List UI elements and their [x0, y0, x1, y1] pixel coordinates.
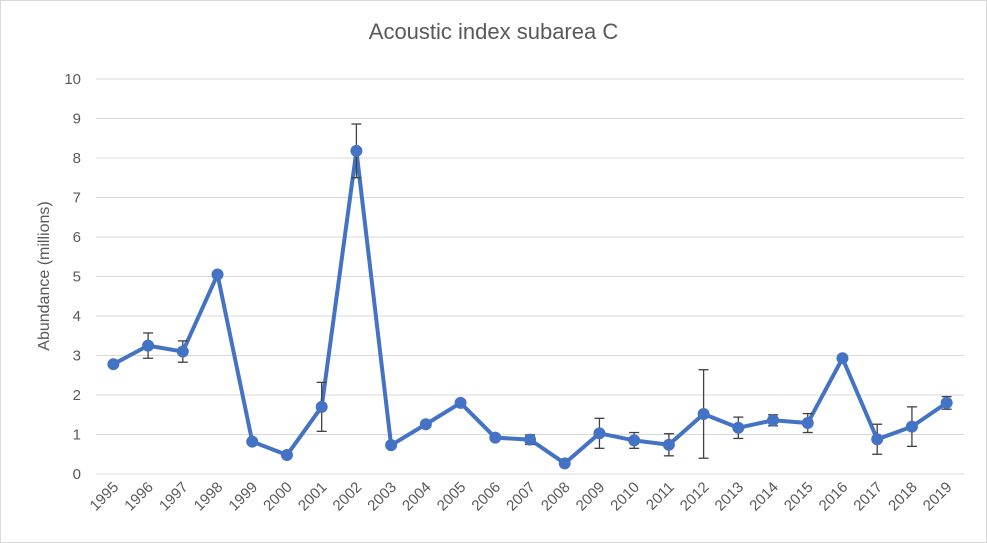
x-tick-label: 2019: [920, 479, 956, 515]
x-tick-label: 1998: [191, 479, 227, 515]
x-tick-label: 2012: [677, 479, 713, 515]
data-point: [836, 352, 849, 365]
x-tick-label: 2016: [816, 479, 852, 515]
data-point: [142, 339, 155, 352]
x-tick-label: 1997: [156, 479, 192, 515]
data-point: [767, 414, 780, 427]
data-point: [593, 427, 606, 440]
x-tick-label: 2006: [468, 479, 504, 515]
x-tick-label: 2010: [607, 479, 643, 515]
data-point: [246, 435, 259, 448]
y-tick-label: 2: [73, 387, 81, 404]
y-tick-label: 0: [73, 466, 81, 483]
data-point: [454, 396, 467, 409]
data-point: [385, 439, 398, 452]
y-axis-ticks: 0 1 2 3 4 5 6 7 8 9 10: [64, 71, 81, 483]
x-tick-label: 2013: [712, 479, 748, 515]
data-point: [628, 434, 641, 447]
x-tick-label: 2000: [260, 479, 296, 515]
x-tick-label: 2018: [885, 479, 921, 515]
x-tick-label: 2017: [850, 479, 886, 515]
x-tick-label: 2002: [330, 479, 366, 515]
y-tick-label: 8: [73, 150, 81, 167]
y-tick-label: 5: [73, 269, 81, 286]
gridlines: [96, 78, 964, 475]
data-point: [697, 407, 710, 420]
y-tick-label: 7: [73, 190, 81, 207]
y-axis-title: Abundance (millions): [36, 201, 53, 350]
y-tick-label: 1: [73, 427, 81, 444]
x-tick-label: 2015: [781, 479, 817, 515]
x-tick-label: 2005: [434, 479, 470, 515]
y-tick-label: 10: [64, 71, 81, 88]
y-tick-label: 4: [73, 308, 81, 325]
data-point: [801, 417, 814, 430]
data-point: [871, 433, 884, 446]
data-point: [558, 457, 571, 470]
data-point: [350, 144, 363, 157]
y-tick-label: 3: [73, 348, 81, 365]
data-point: [662, 438, 675, 451]
data-point: [940, 396, 953, 409]
x-tick-label: 2011: [643, 479, 678, 514]
data-point: [315, 400, 328, 413]
x-tick-label: 1996: [121, 479, 157, 515]
x-tick-label: 2003: [364, 479, 400, 515]
x-tick-label: 1999: [225, 479, 261, 515]
chart-title: Acoustic index subarea C: [368, 19, 619, 44]
data-point: [280, 449, 293, 462]
x-tick-label: 2008: [538, 479, 574, 515]
series: [107, 123, 953, 470]
x-tick-label: 2009: [573, 479, 609, 515]
x-axis-ticks: 1995 1996 1997 1998 1999 2000 2001 2002 2003 2004…: [87, 479, 956, 515]
data-point: [211, 268, 224, 281]
y-tick-label: 6: [73, 229, 81, 246]
x-tick-label: 2007: [503, 479, 539, 515]
x-tick-label: 2001: [295, 479, 331, 515]
y-tick-label: 9: [73, 111, 81, 128]
x-tick-label: 1995: [87, 479, 123, 515]
series-line-group: [107, 123, 953, 470]
data-point: [419, 418, 432, 431]
data-point: [489, 431, 502, 444]
data-point: [905, 420, 918, 433]
data-point: [176, 345, 189, 358]
x-tick-label: 2004: [399, 479, 435, 515]
data-point: [524, 433, 536, 446]
data-point: [107, 358, 120, 371]
data-point: [732, 421, 745, 434]
x-tick-label: 2014: [746, 479, 782, 515]
